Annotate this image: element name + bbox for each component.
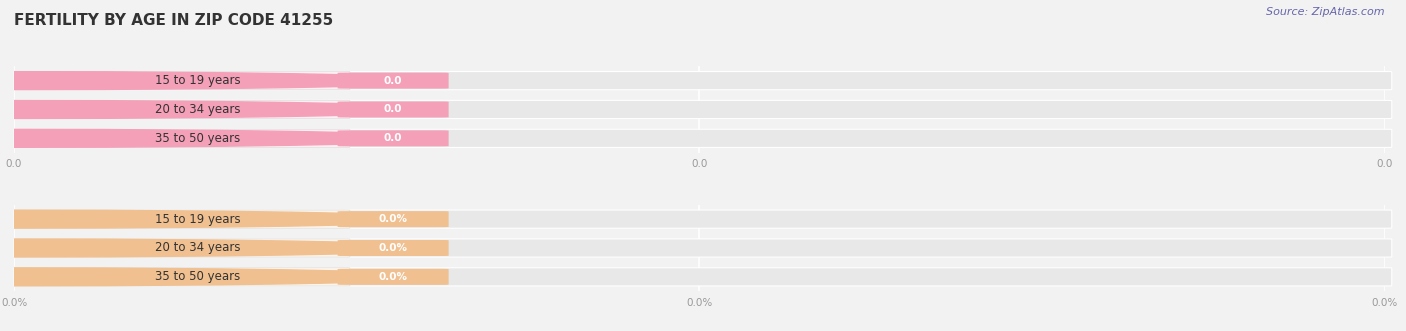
Text: 0.0: 0.0 xyxy=(384,75,402,86)
FancyBboxPatch shape xyxy=(337,269,449,285)
FancyBboxPatch shape xyxy=(14,268,350,286)
Text: 20 to 34 years: 20 to 34 years xyxy=(155,103,240,116)
FancyBboxPatch shape xyxy=(337,130,449,146)
Text: Source: ZipAtlas.com: Source: ZipAtlas.com xyxy=(1267,7,1385,17)
FancyBboxPatch shape xyxy=(14,71,350,90)
FancyBboxPatch shape xyxy=(337,240,449,256)
FancyBboxPatch shape xyxy=(14,100,350,118)
FancyBboxPatch shape xyxy=(337,102,449,118)
FancyBboxPatch shape xyxy=(14,210,1392,228)
FancyBboxPatch shape xyxy=(14,100,1392,118)
FancyBboxPatch shape xyxy=(14,268,1392,286)
Text: 0.0%: 0.0% xyxy=(378,272,408,282)
Circle shape xyxy=(0,239,446,257)
Circle shape xyxy=(0,72,446,90)
FancyBboxPatch shape xyxy=(14,239,350,257)
Text: 0.0: 0.0 xyxy=(384,105,402,115)
Circle shape xyxy=(0,268,446,286)
FancyBboxPatch shape xyxy=(14,71,1392,90)
Text: 35 to 50 years: 35 to 50 years xyxy=(156,132,240,145)
Text: 20 to 34 years: 20 to 34 years xyxy=(155,242,240,255)
Text: 15 to 19 years: 15 to 19 years xyxy=(155,74,240,87)
FancyBboxPatch shape xyxy=(337,211,449,227)
Circle shape xyxy=(0,210,446,228)
Text: 15 to 19 years: 15 to 19 years xyxy=(155,213,240,226)
Text: 0.0: 0.0 xyxy=(384,133,402,143)
Text: 35 to 50 years: 35 to 50 years xyxy=(156,270,240,283)
Text: 0.0%: 0.0% xyxy=(378,214,408,224)
FancyBboxPatch shape xyxy=(14,239,1392,257)
FancyBboxPatch shape xyxy=(337,72,449,89)
Text: 0.0%: 0.0% xyxy=(378,243,408,253)
FancyBboxPatch shape xyxy=(14,210,350,228)
FancyBboxPatch shape xyxy=(14,129,1392,147)
Circle shape xyxy=(0,101,446,118)
Circle shape xyxy=(0,129,446,147)
Text: FERTILITY BY AGE IN ZIP CODE 41255: FERTILITY BY AGE IN ZIP CODE 41255 xyxy=(14,13,333,28)
FancyBboxPatch shape xyxy=(14,129,350,147)
